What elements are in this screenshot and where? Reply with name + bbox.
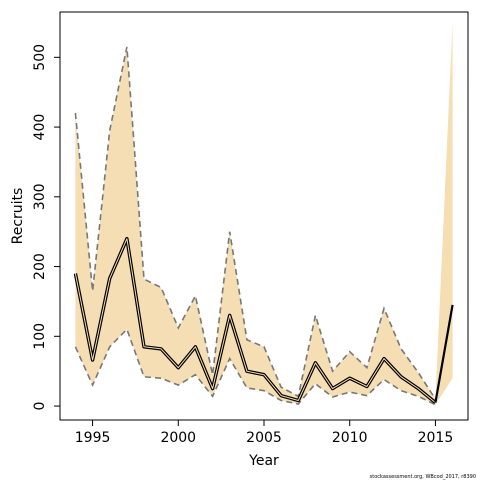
x-tick-label: 2010 <box>332 430 368 446</box>
x-tick-label: 2015 <box>418 430 454 446</box>
y-tick-label: 500 <box>32 44 48 71</box>
y-axis-title: Recruits <box>10 188 26 245</box>
plot-content <box>73 22 454 406</box>
x-axis: 1995 2000 2005 2010 2015 <box>75 420 453 446</box>
lower-bound-line <box>74 327 436 406</box>
y-tick-label: 400 <box>32 114 48 141</box>
y-tick-label: 0 <box>32 402 48 411</box>
x-tick-label: 1995 <box>75 430 111 446</box>
y-tick-label: 100 <box>32 323 48 350</box>
y-tick-label: 200 <box>32 253 48 280</box>
x-axis-title: Year <box>248 453 279 469</box>
y-axis: 0 100 200 300 400 500 <box>32 44 60 411</box>
upper-bound-line <box>74 46 437 400</box>
x-tick-label: 2000 <box>160 430 196 446</box>
estimate-line-inner <box>74 238 436 403</box>
x-tick-label: 2005 <box>246 430 282 446</box>
y-tick-label: 300 <box>32 183 48 210</box>
footnote: stockassessment.org, WBcod_2017, r8390 <box>370 474 476 480</box>
projection-line <box>434 304 454 403</box>
